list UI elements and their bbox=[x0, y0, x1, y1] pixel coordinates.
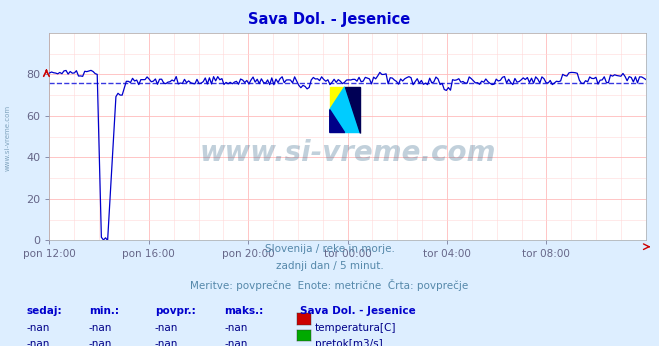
Text: pretok[m3/s]: pretok[m3/s] bbox=[315, 339, 383, 346]
Text: -nan: -nan bbox=[26, 339, 49, 346]
Text: maks.:: maks.: bbox=[224, 306, 264, 316]
Text: -nan: -nan bbox=[155, 323, 178, 333]
Text: zadnji dan / 5 minut.: zadnji dan / 5 minut. bbox=[275, 261, 384, 271]
Text: Slovenija / reke in morje.: Slovenija / reke in morje. bbox=[264, 244, 395, 254]
Text: temperatura[C]: temperatura[C] bbox=[315, 323, 397, 333]
Text: Meritve: povprečne  Enote: metrične  Črta: povprečje: Meritve: povprečne Enote: metrične Črta:… bbox=[190, 279, 469, 291]
Text: sedaj:: sedaj: bbox=[26, 306, 62, 316]
Text: Sava Dol. - Jesenice: Sava Dol. - Jesenice bbox=[300, 306, 416, 316]
Text: -nan: -nan bbox=[89, 323, 112, 333]
Polygon shape bbox=[330, 87, 360, 133]
Text: Sava Dol. - Jesenice: Sava Dol. - Jesenice bbox=[248, 12, 411, 27]
Text: -nan: -nan bbox=[224, 323, 247, 333]
Text: -nan: -nan bbox=[224, 339, 247, 346]
Polygon shape bbox=[330, 110, 345, 133]
Text: www.si-vreme.com: www.si-vreme.com bbox=[200, 139, 496, 167]
Text: -nan: -nan bbox=[26, 323, 49, 333]
Text: povpr.:: povpr.: bbox=[155, 306, 196, 316]
Polygon shape bbox=[345, 87, 360, 133]
Text: -nan: -nan bbox=[89, 339, 112, 346]
Text: min.:: min.: bbox=[89, 306, 119, 316]
Text: www.si-vreme.com: www.si-vreme.com bbox=[5, 105, 11, 172]
Polygon shape bbox=[330, 87, 345, 110]
Text: -nan: -nan bbox=[155, 339, 178, 346]
